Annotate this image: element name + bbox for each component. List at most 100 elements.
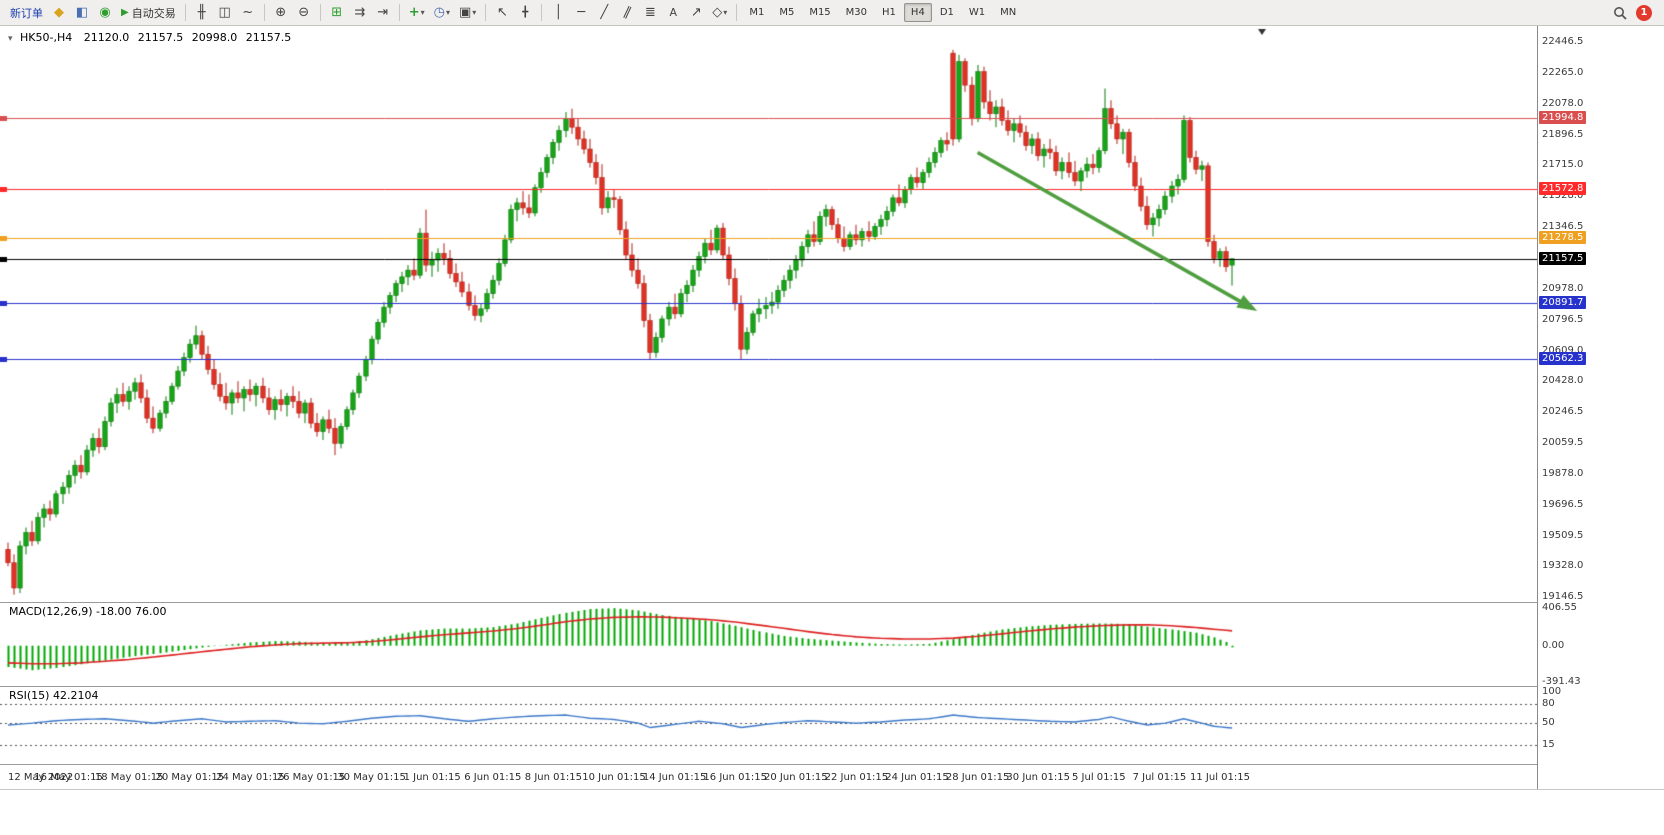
price-axis-label: 20796.5 xyxy=(1542,313,1584,325)
arrows-tool-icon: ↗ xyxy=(690,5,702,20)
horizontal-line-button[interactable]: ─ xyxy=(570,2,592,23)
rsi-axis-label: 15 xyxy=(1542,738,1555,750)
vertical-line-button[interactable]: │ xyxy=(547,2,569,23)
add-indicator-button[interactable]: + ▾ xyxy=(405,2,429,23)
price-axis-label: 21715.0 xyxy=(1542,159,1584,171)
play-icon: ▶ xyxy=(121,6,129,18)
price-axis-label: 19509.5 xyxy=(1542,529,1584,541)
macd-axis-label: 0.00 xyxy=(1542,639,1565,651)
market-watch-icon: ◧ xyxy=(75,5,89,20)
chart-window: ▾ HK50-,H4 21120.0 21157.5 20998.0 21157… xyxy=(0,26,1664,789)
price-axis-label: 21528.0 xyxy=(1542,190,1584,202)
market-watch-button[interactable]: ◧ xyxy=(71,2,93,23)
expert-advisors-button[interactable]: ◉ xyxy=(94,2,116,23)
chevron-down-icon: ▾ xyxy=(420,8,425,17)
date-axis-label: 26 May 01:15 xyxy=(276,772,346,783)
rsi-name: RSI(15) xyxy=(9,689,50,702)
macd-axis-label: 406.55 xyxy=(1542,602,1577,613)
date-axis-label: 14 Jun 01:15 xyxy=(642,772,707,783)
periods-button[interactable]: ◷ ▾ xyxy=(430,2,454,23)
date-axis-label: 22 Jun 01:15 xyxy=(824,772,889,783)
timeframe-w1-button[interactable]: W1 xyxy=(968,7,986,18)
fibonacci-button[interactable]: ≣ xyxy=(639,2,661,23)
new-order-button[interactable]: 新订单 xyxy=(6,2,47,23)
timeframe-m5-button[interactable]: M5 xyxy=(779,7,795,18)
chart-open-value: 21120.0 xyxy=(83,31,130,44)
tile-windows-button[interactable]: ⊞ xyxy=(326,2,348,23)
crosshair-button[interactable]: ╋ xyxy=(514,2,536,23)
timeframe-m15-button[interactable]: M15 xyxy=(809,7,831,18)
price-line-badge: 20562.3 xyxy=(1539,351,1587,365)
price-line-badge: 21994.8 xyxy=(1539,110,1587,124)
zoom-out-button[interactable]: ⊖ xyxy=(293,2,315,23)
toolbar-separator xyxy=(485,4,487,21)
date-axis-label: 24 Jun 01:15 xyxy=(885,772,949,783)
panel-separator[interactable] xyxy=(0,602,1664,603)
timeframe-m30-button[interactable]: M30 xyxy=(845,7,868,18)
macd-panel-canvas[interactable] xyxy=(0,603,1537,686)
chart-shift-icon: ⇥ xyxy=(377,5,389,20)
timeframe-h4-button[interactable]: H4 xyxy=(903,3,932,22)
one-click-trading-collapse-icon[interactable]: ▾ xyxy=(8,34,13,44)
shapes-button[interactable]: ◇ ▾ xyxy=(708,2,731,23)
date-axis-label: 16 Jun 01:15 xyxy=(703,772,767,783)
date-axis-label: 20 May 01:15 xyxy=(155,772,225,783)
bar-chart-button[interactable]: ╫ xyxy=(191,2,213,23)
panel-separator[interactable] xyxy=(0,764,1664,765)
templates-button[interactable]: ▣ ▾ xyxy=(455,2,480,23)
candlestick-button[interactable]: ◫ xyxy=(214,2,236,23)
timeframe-mn-button[interactable]: MN xyxy=(1000,7,1017,18)
rsi-panel-canvas[interactable] xyxy=(0,687,1537,764)
rsi-value: 42.2104 xyxy=(52,689,99,702)
bar-chart-icon: ╫ xyxy=(197,5,206,20)
price-line-badge: 21572.8 xyxy=(1539,181,1587,195)
zoom-in-button[interactable]: ⊕ xyxy=(270,2,292,23)
toolbar-separator xyxy=(398,4,400,21)
toolbar-separator xyxy=(184,4,186,21)
search-button[interactable] xyxy=(1609,2,1631,23)
arrows-tool-button[interactable]: ↗ xyxy=(685,2,707,23)
timeframe-h1-button[interactable]: H1 xyxy=(882,7,896,18)
line-chart-button[interactable]: ~ xyxy=(237,2,259,23)
text-tool-button[interactable]: A xyxy=(662,2,684,23)
line-chart-icon: ~ xyxy=(242,5,254,20)
date-axis-label: 30 Jun 01:15 xyxy=(1006,772,1070,783)
trendline-button[interactable]: ╱ xyxy=(593,2,615,23)
price-axis-label: 19328.0 xyxy=(1542,560,1584,572)
autotrading-button[interactable]: ▶ 自动交易 xyxy=(117,2,180,23)
timeframe-d1-button[interactable]: D1 xyxy=(939,7,954,18)
charts-profile-button[interactable]: ◆ xyxy=(48,2,70,23)
search-icon xyxy=(1614,6,1627,20)
vertical-line-icon: │ xyxy=(554,5,563,20)
add-indicator-icon: + xyxy=(408,5,420,20)
price-line-badge: 21157.5 xyxy=(1539,251,1587,265)
panel-separator[interactable] xyxy=(0,686,1664,687)
price-axis-label: 19696.5 xyxy=(1542,498,1584,510)
trendline-icon: ╱ xyxy=(600,5,609,20)
shapes-icon: ◇ xyxy=(712,5,723,20)
chart-shift-button[interactable]: ⇥ xyxy=(372,2,394,23)
time-axis[interactable]: 12 May 2022 16 May 01:15 18 May 01:15 20 Ma… xyxy=(0,765,1537,789)
price-axis-label: 21896.5 xyxy=(1542,128,1584,140)
price-axis[interactable]: 22446.5 22265.0 22078.0 21896.5 21715.0 21528… xyxy=(1538,26,1664,789)
zoom-out-icon: ⊖ xyxy=(298,5,310,20)
price-axis-label: 22078.0 xyxy=(1542,97,1584,109)
notification-badge[interactable]: 1 xyxy=(1636,4,1652,21)
price-axis-label: 20978.0 xyxy=(1542,282,1584,294)
date-axis-label: 10 Jun 01:15 xyxy=(582,772,646,783)
date-axis-label: 30 May 01:15 xyxy=(337,772,406,783)
price-axis-label: 22446.5 xyxy=(1542,36,1584,47)
rsi-axis-label: 100 xyxy=(1542,686,1562,697)
macd-values: -18.00 76.00 xyxy=(96,605,167,618)
price-chart-canvas[interactable] xyxy=(0,26,1537,602)
channel-button[interactable]: ∥ xyxy=(616,2,638,23)
cursor-button[interactable]: ↖ xyxy=(491,2,513,23)
auto-scroll-button[interactable]: ⇉ xyxy=(349,2,371,23)
candlestick-icon: ◫ xyxy=(218,5,231,20)
price-axis-border xyxy=(1537,26,1538,789)
rsi-axis-label: 50 xyxy=(1542,717,1555,729)
timeframe-m1-button[interactable]: M1 xyxy=(749,7,765,18)
price-axis-label: 19878.0 xyxy=(1542,467,1584,479)
date-axis-label: 6 Jun 01:15 xyxy=(464,772,522,783)
price-axis-label: 21346.5 xyxy=(1542,221,1584,232)
